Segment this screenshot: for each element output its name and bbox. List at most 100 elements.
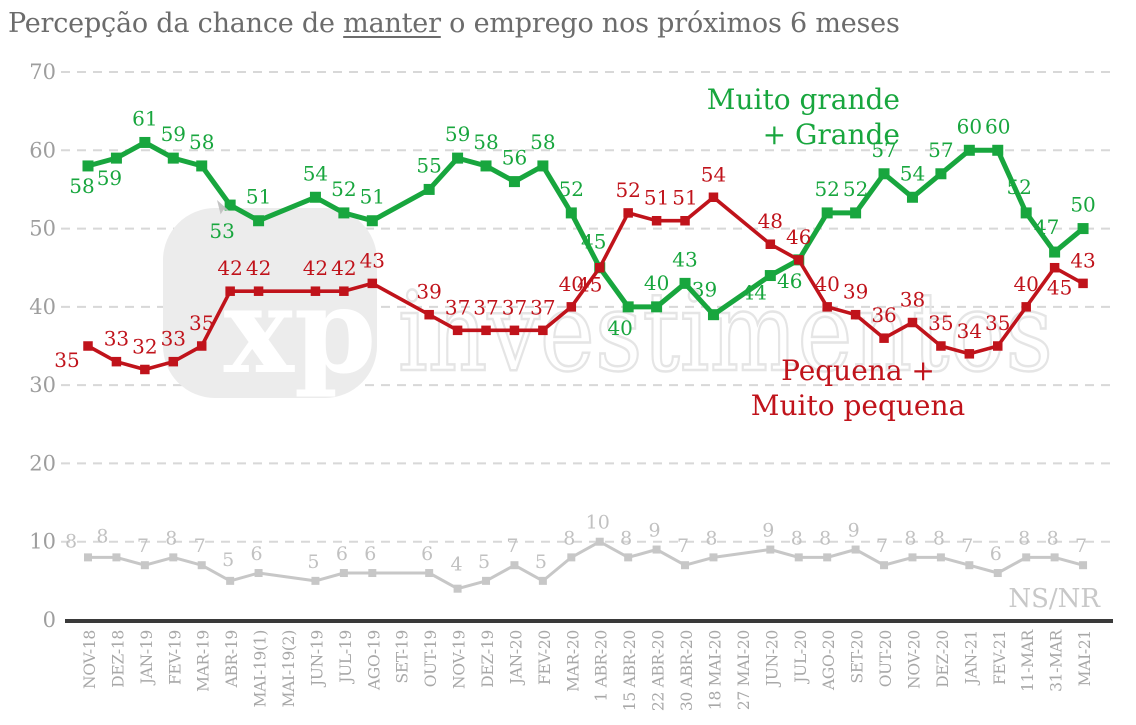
data-label: 42 (217, 256, 242, 280)
data-point-marker (538, 325, 548, 336)
data-label: 40 (644, 271, 669, 295)
x-axis-tick-label: DEZ-19 (479, 630, 497, 688)
data-point-marker (707, 309, 719, 321)
data-point-marker (167, 152, 179, 164)
data-label: 7 (506, 535, 518, 557)
data-point-marker (1079, 561, 1088, 570)
data-point-marker (594, 262, 605, 273)
data-point-marker (254, 569, 263, 578)
data-point-marker (197, 561, 206, 570)
data-label: 9 (649, 520, 661, 542)
x-axis-tick-label: JUL-20 (792, 630, 810, 685)
data-label: 38 (900, 288, 925, 312)
data-label: 7 (137, 535, 149, 557)
watermark-xp-logo-text: xp (224, 261, 377, 400)
data-point-marker (565, 207, 577, 219)
data-label: 52 (1006, 175, 1031, 199)
x-axis-tick-label: MAR-20 (564, 630, 582, 692)
x-axis-tick-label: NOV-20 (905, 630, 923, 689)
data-point-marker (794, 553, 803, 562)
data-label: 61 (132, 106, 157, 130)
x-axis-tick-label: DEZ-20 (934, 630, 952, 688)
data-label: 43 (1070, 248, 1095, 272)
data-label: 52 (559, 177, 584, 201)
data-point-marker (339, 569, 348, 578)
data-label: 54 (900, 161, 925, 185)
data-point-marker (708, 192, 719, 203)
data-label: 6 (990, 543, 1002, 565)
data-label: 42 (246, 256, 271, 280)
data-label: 52 (843, 177, 868, 201)
data-label: 8 (933, 527, 945, 549)
data-label: 43 (360, 248, 385, 272)
data-point-marker (567, 553, 576, 562)
data-label: 35 (189, 311, 214, 335)
data-point-marker (538, 576, 547, 585)
data-point-marker (452, 152, 464, 164)
data-label: 34 (957, 319, 982, 343)
data-label: 7 (1075, 535, 1087, 557)
y-axis-tick-label: 70 (29, 60, 56, 84)
data-label: 58 (530, 130, 555, 154)
data-point-marker (311, 576, 320, 585)
x-axis-tick-label: FEV-20 (536, 630, 554, 685)
data-point-marker (509, 325, 520, 336)
x-axis-tick-label: 1 ABR-20 (593, 630, 611, 702)
data-label: 5 (535, 551, 547, 573)
data-point-marker (964, 349, 975, 359)
data-point-marker (823, 553, 832, 562)
data-point-marker (140, 364, 150, 375)
y-axis-tick-label: 40 (29, 295, 56, 319)
data-label: 7 (194, 535, 206, 557)
data-point-marker (338, 207, 350, 219)
data-label: 40 (1013, 272, 1038, 296)
data-point-marker (652, 545, 661, 554)
data-label: 42 (331, 256, 356, 280)
data-point-marker (1022, 553, 1031, 562)
data-point-marker (111, 356, 122, 367)
data-label: 57 (928, 138, 953, 162)
data-point-marker (965, 561, 974, 570)
x-axis-tick-label: FEV-19 (166, 630, 184, 685)
x-axis-tick-label: FEV-21 (991, 630, 1009, 685)
data-point-marker (339, 286, 349, 296)
data-point-marker (253, 215, 265, 227)
x-axis-tick-label: MAI-21 (1076, 630, 1094, 686)
data-point-marker (368, 569, 377, 578)
data-label: 45 (1047, 276, 1072, 300)
data-label: 45 (581, 230, 606, 254)
data-label: 59 (97, 166, 122, 190)
y-axis-tick-label: 0 (43, 608, 56, 632)
x-axis-tick-label: OUT-20 (877, 630, 895, 687)
data-point-marker (367, 278, 378, 289)
data-point-marker (112, 553, 121, 562)
data-label: 46 (786, 225, 811, 249)
data-point-marker (423, 183, 435, 195)
data-label: 40 (814, 272, 839, 296)
x-axis-tick-label: JAN-20 (507, 630, 525, 686)
data-point-marker (1077, 223, 1089, 235)
data-point-marker (425, 569, 434, 578)
data-label: 37 (445, 295, 470, 319)
data-label: 5 (478, 551, 490, 573)
data-label: 7 (677, 535, 689, 557)
data-label: 51 (672, 186, 697, 210)
data-point-marker (1049, 246, 1061, 258)
data-label: 48 (758, 209, 783, 233)
data-label: 8 (1018, 527, 1030, 549)
mouse-cursor (217, 200, 230, 215)
legend-pequena: Pequena + Muito pequena (736, 353, 980, 423)
data-point-marker (821, 207, 833, 219)
data-point-marker (140, 561, 149, 570)
legend-nsnr: NS/NR (1008, 584, 1100, 614)
data-label: 8 (165, 527, 177, 549)
data-point-marker (623, 208, 633, 218)
data-label: 8 (819, 527, 831, 549)
data-label: 52 (615, 178, 640, 202)
data-point-marker (907, 317, 918, 328)
x-axis-tick-label: OUT-19 (422, 630, 440, 687)
data-label: 32 (132, 334, 157, 358)
data-point-marker (680, 215, 690, 226)
data-point-marker (709, 553, 718, 562)
data-label: 54 (701, 162, 726, 186)
